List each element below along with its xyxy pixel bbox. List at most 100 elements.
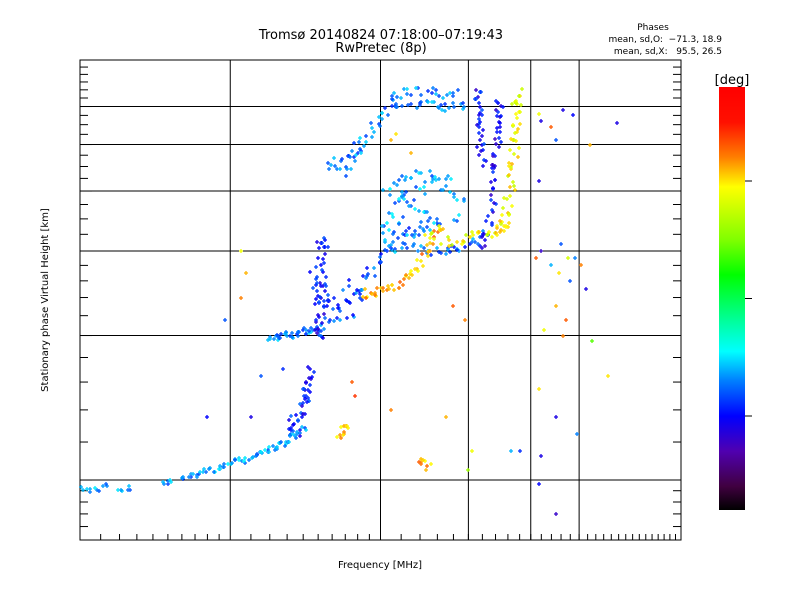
data-point [247,458,251,462]
data-point [387,211,391,215]
data-point [370,292,374,296]
data-point [322,299,326,303]
data-point [381,286,385,290]
data-point [317,300,321,304]
data-point [205,415,209,419]
data-point [537,179,541,183]
data-point [432,237,436,241]
data-point [287,418,291,422]
data-point [392,91,396,95]
data-point [461,101,465,105]
data-point [511,123,515,127]
data-point [237,458,241,462]
data-point [417,233,421,237]
data-point [429,462,433,466]
data-point [292,422,296,426]
data-point [390,104,394,108]
data-point [491,152,495,156]
data-point [491,170,495,174]
data-point [444,415,448,419]
data-point [426,219,430,223]
data-point [202,467,206,471]
data-point [335,435,339,439]
data-point [324,284,328,288]
data-point [303,397,307,401]
data-point [432,221,436,225]
data-point [380,111,384,115]
data-point [313,328,317,332]
phase-stats-o: mean, sd,O: −71.3, 18.9 [608,35,722,45]
data-point [268,337,272,341]
data-point [322,236,326,240]
data-point [422,185,426,189]
data-point [345,424,349,428]
data-point [539,119,543,123]
data-point [291,429,295,433]
data-point [432,229,436,233]
data-point [463,318,467,322]
data-point [477,153,481,157]
chart-title: Tromsø 20140824 07:18:00–07:19:43 [258,28,503,43]
data-point [434,92,438,96]
data-point [347,278,351,282]
data-point [439,103,443,107]
data-point [402,277,406,281]
data-point [537,387,541,391]
data-point [399,96,403,100]
data-point [306,365,310,369]
chart-subtitle: RwPretec (8p) [335,41,426,56]
data-point [388,193,392,197]
data-point [477,101,481,105]
data-point [353,159,357,163]
data-point [437,177,441,181]
colorbar [719,87,745,510]
data-point [390,283,394,287]
data-point [428,241,432,245]
data-point [324,275,328,279]
data-point [428,236,432,240]
data-point [512,184,516,188]
data-point [566,256,570,260]
data-point [294,413,298,417]
data-point [476,95,480,99]
data-point [394,102,398,106]
data-point [497,145,501,149]
data-point [513,131,517,135]
data-point [455,240,459,244]
data-point [435,246,439,250]
data-point [478,244,482,248]
data-point [373,274,377,278]
data-point [518,449,522,453]
data-point [331,307,335,311]
data-point [510,162,514,166]
data-point [514,99,518,103]
data-point [363,287,367,291]
data-point [564,318,568,322]
data-point [416,249,420,253]
data-point [217,467,221,471]
data-point [549,125,553,129]
data-point [300,425,304,429]
data-point [443,109,447,113]
data-point [297,330,301,334]
data-point [354,291,358,295]
data-point [413,267,417,271]
data-point [554,304,558,308]
data-point [250,456,254,460]
data-point [383,248,387,252]
data-point [448,190,452,194]
data-point [498,125,502,129]
data-point [579,263,583,267]
data-point [348,155,352,159]
data-point [336,306,340,310]
data-point [323,252,327,256]
data-point [340,157,344,161]
data-point [518,110,522,114]
data-point [496,101,500,105]
data-point [450,243,454,247]
data-point [195,475,199,479]
data-point [508,194,512,198]
data-point [223,318,227,322]
data-point [308,367,312,371]
data-point [350,380,354,384]
